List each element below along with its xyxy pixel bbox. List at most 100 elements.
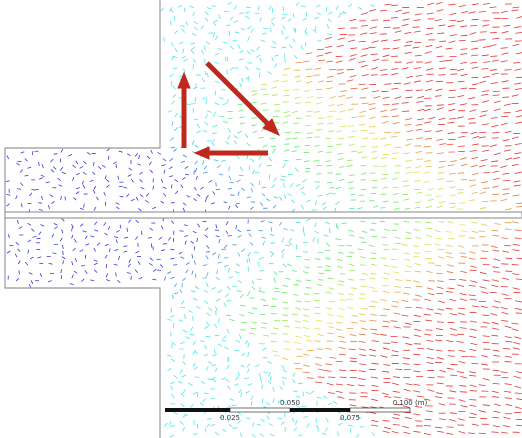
vector [448, 356, 455, 357]
vector [325, 222, 329, 224]
vector [183, 361, 186, 364]
vector [141, 231, 142, 235]
vector [206, 195, 208, 198]
vector [339, 110, 345, 112]
vector [369, 306, 375, 307]
vector [123, 246, 127, 247]
vector [403, 186, 409, 187]
vector [116, 230, 119, 232]
vector [450, 314, 457, 316]
vector [417, 396, 424, 397]
vector [391, 342, 398, 343]
vector [470, 299, 477, 300]
vector [7, 194, 11, 195]
vector [259, 181, 260, 186]
vector [306, 340, 312, 341]
vector [359, 364, 366, 365]
vector [206, 322, 209, 326]
vector [351, 322, 357, 323]
vector [435, 244, 441, 246]
vector [228, 277, 233, 279]
vector [175, 113, 178, 117]
vector [482, 124, 489, 125]
vector [240, 50, 244, 53]
vector [405, 417, 412, 418]
vector [272, 95, 278, 96]
vector [218, 344, 222, 346]
vector [425, 419, 432, 420]
vector [105, 255, 107, 258]
vector [339, 179, 344, 180]
vector [494, 153, 501, 155]
vector [272, 351, 278, 352]
vector [106, 274, 108, 278]
vector [338, 138, 344, 139]
vector [224, 258, 228, 259]
vector [406, 384, 413, 385]
vector [425, 320, 432, 321]
vector [317, 397, 322, 398]
vector [326, 165, 331, 166]
vector [93, 190, 95, 194]
vector [435, 46, 442, 48]
vector [274, 288, 279, 289]
vector [237, 131, 242, 133]
vector [415, 55, 422, 56]
vector [261, 299, 266, 300]
vector [240, 117, 245, 118]
vector [416, 307, 423, 308]
vector [247, 259, 248, 264]
vector [205, 11, 208, 15]
vector [413, 384, 420, 385]
vector [240, 305, 245, 306]
vector [395, 369, 402, 370]
vector [404, 83, 411, 85]
vector [25, 262, 28, 265]
vector [21, 152, 25, 153]
vector [383, 348, 390, 350]
vector [491, 118, 498, 119]
vector [131, 276, 132, 280]
vector [446, 60, 453, 61]
vector [322, 433, 326, 435]
vector [362, 88, 369, 90]
vector [175, 191, 177, 194]
vector [350, 75, 357, 77]
vector [469, 405, 476, 406]
vector [161, 201, 164, 203]
vector [248, 383, 252, 385]
vector [503, 140, 510, 141]
vector [317, 49, 324, 50]
vector [188, 383, 192, 385]
vector [505, 356, 512, 357]
vector [316, 173, 321, 174]
vector [471, 41, 478, 42]
vector [384, 396, 391, 397]
vector [248, 37, 250, 41]
vector [102, 165, 105, 167]
vector [202, 160, 203, 164]
vector [255, 365, 259, 367]
vector [82, 181, 83, 185]
vector [359, 379, 366, 380]
vector [245, 391, 249, 393]
vector [192, 254, 193, 258]
vector [326, 61, 333, 62]
vector [234, 5, 237, 9]
vector [168, 110, 172, 112]
vector [472, 231, 478, 232]
vector [414, 181, 420, 182]
vector [413, 354, 420, 355]
vector [170, 249, 174, 250]
vector [212, 253, 216, 255]
vector [427, 13, 434, 14]
vector [256, 55, 260, 57]
vector [490, 69, 497, 70]
vector [505, 258, 512, 259]
vector [460, 299, 467, 301]
vector [351, 151, 357, 152]
vector [230, 398, 234, 400]
vector [227, 286, 230, 289]
vector [492, 322, 499, 324]
vector [272, 149, 275, 153]
